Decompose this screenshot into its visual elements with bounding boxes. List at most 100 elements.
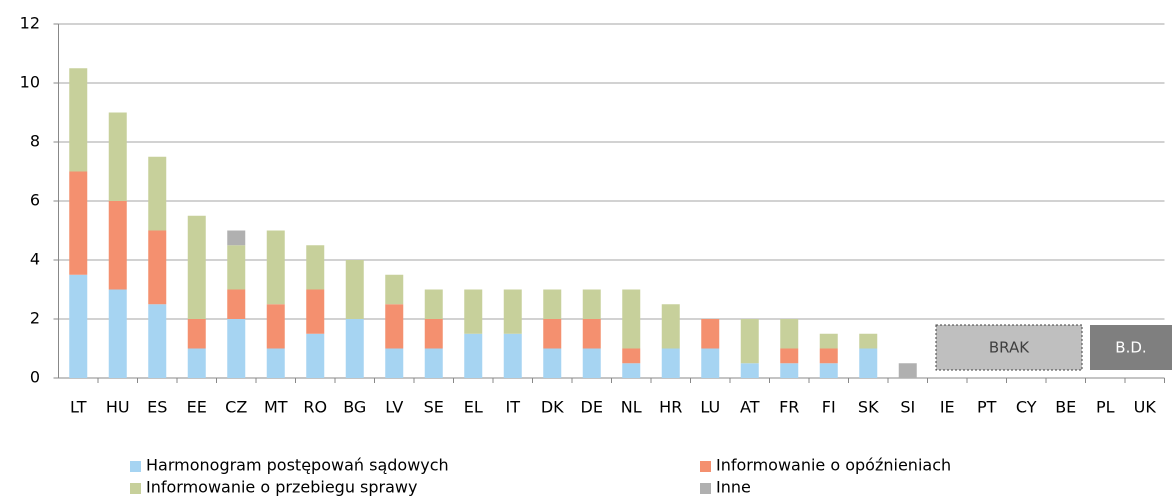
bar-segment — [187, 348, 206, 378]
bar-segment — [306, 245, 325, 290]
x-tick-label: CZ — [225, 398, 247, 417]
bar-segment — [543, 289, 562, 319]
bar-segment — [543, 319, 562, 349]
bar-segment — [661, 348, 680, 378]
x-tick-label: BG — [343, 398, 366, 417]
legend-label: Harmonogram postępowań sądowych — [146, 456, 449, 475]
bar-segment — [187, 215, 206, 319]
bar-segment — [819, 363, 838, 378]
bar-segment — [622, 348, 641, 364]
x-tick-label: MT — [264, 398, 288, 417]
y-tick-label: 8 — [30, 132, 40, 151]
bar-segment — [740, 319, 759, 364]
x-tick-label: FI — [822, 398, 836, 417]
bar-segment — [582, 319, 601, 349]
bar-segment — [543, 348, 562, 378]
x-tick-label: SI — [900, 398, 915, 417]
bar-segment — [740, 363, 759, 378]
bar-segment — [266, 304, 285, 349]
bar-segment — [780, 319, 799, 349]
x-tick-label: BE — [1055, 398, 1076, 417]
legend-swatch — [700, 461, 711, 472]
bar-segment — [227, 319, 246, 378]
bar-segment — [385, 304, 404, 349]
bar-segment — [661, 304, 680, 349]
bar-segment — [306, 333, 325, 378]
bar-segment — [701, 319, 720, 349]
y-tick-label: 10 — [20, 73, 40, 92]
bar-segment — [69, 171, 88, 275]
bar-segment — [306, 289, 325, 334]
bar-segment — [424, 289, 443, 319]
x-tick-label: LT — [70, 398, 87, 417]
annotation: B.D. — [1115, 339, 1146, 357]
bar-segment — [385, 348, 404, 378]
x-tick-label: HR — [659, 398, 682, 417]
x-tick-label: IE — [940, 398, 955, 417]
x-tick-label: UK — [1134, 398, 1157, 417]
x-tick-label: DE — [581, 398, 603, 417]
bar-segment — [69, 274, 88, 378]
bar-segment — [69, 68, 88, 172]
y-tick-label: 2 — [30, 309, 40, 328]
x-tick-label: EE — [187, 398, 207, 417]
legend-swatch — [130, 461, 141, 472]
x-tick-label: PT — [977, 398, 997, 417]
bar-segment — [148, 230, 167, 305]
bar-segment — [464, 333, 483, 378]
x-tick-label: AT — [740, 398, 760, 417]
x-tick-label: SK — [858, 398, 879, 417]
bar-segment — [622, 363, 641, 378]
annotation-box — [935, 324, 1083, 371]
bar-segment — [780, 363, 799, 378]
x-tick-label: LU — [700, 398, 720, 417]
x-tick-label: NL — [621, 398, 642, 417]
bar-segment — [227, 245, 246, 290]
bar-segment — [345, 260, 364, 319]
y-tick-label: 6 — [30, 191, 40, 210]
y-tick-label: 12 — [20, 14, 40, 33]
bar-segment — [622, 289, 641, 349]
bar-segment — [148, 156, 167, 231]
bar-segment — [898, 363, 917, 378]
bar-segment — [187, 319, 206, 349]
bar-segment — [503, 289, 522, 334]
bar-segment — [464, 289, 483, 334]
x-tick-label: EL — [464, 398, 483, 417]
legend-label: Inne — [716, 478, 751, 497]
x-tick-label: LV — [385, 398, 403, 417]
y-tick-label: 4 — [30, 250, 40, 269]
bar-segment — [503, 333, 522, 378]
x-tick-label: ES — [147, 398, 167, 417]
x-tick-label: PL — [1096, 398, 1115, 417]
legend-swatch — [130, 483, 141, 494]
x-tick-label: IT — [506, 398, 521, 417]
bar-segment — [780, 348, 799, 364]
annotation-box — [1090, 325, 1172, 370]
bar-segment — [385, 274, 404, 305]
legend-swatch — [700, 483, 711, 494]
x-tick-label: HU — [106, 398, 130, 417]
x-tick-label: CY — [1016, 398, 1037, 417]
bar-segment — [582, 348, 601, 378]
legend-label: Informowanie o opóźnieniach — [716, 456, 951, 475]
bar-segment — [819, 333, 838, 349]
bar-segment — [859, 333, 878, 349]
y-tick-label: 0 — [30, 368, 40, 387]
bar-segment — [108, 289, 127, 378]
bar-segment — [266, 348, 285, 378]
bar-segment — [859, 348, 878, 378]
bar-segment — [227, 289, 246, 319]
x-tick-label: DK — [541, 398, 564, 417]
annotation: BRAK — [989, 339, 1030, 357]
bar-segment — [582, 289, 601, 319]
bar-segment — [424, 319, 443, 349]
bar-segment — [345, 319, 364, 378]
bar-segment — [148, 304, 167, 378]
x-tick-label: RO — [303, 398, 327, 417]
bar-segment — [227, 230, 246, 246]
x-tick-label: SE — [424, 398, 444, 417]
bar-segment — [701, 348, 720, 378]
bar-segment — [424, 348, 443, 378]
